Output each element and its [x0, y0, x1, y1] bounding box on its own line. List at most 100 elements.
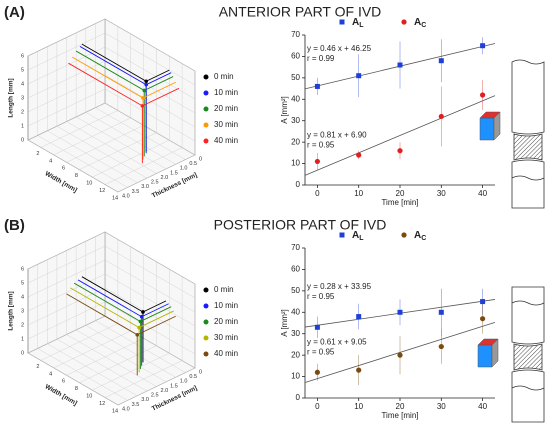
point: [397, 148, 403, 154]
legend-marker: [203, 287, 209, 293]
z-tick-label: 5: [21, 280, 24, 286]
spine-diagram: [511, 59, 545, 209]
fit-r: r = 0.95: [307, 292, 335, 301]
panel-label: (B): [4, 217, 25, 234]
legend-subscript: C: [421, 22, 426, 29]
y-tick-label: 10: [291, 159, 300, 168]
point: [480, 43, 486, 49]
fit-equation: y = 0.46 x + 46.25: [307, 44, 372, 53]
y-tick-label: 10: [291, 372, 300, 381]
cube-icon: [479, 111, 501, 141]
point: [356, 73, 362, 79]
panel-label: (A): [4, 4, 25, 21]
projection-line: [75, 50, 145, 91]
legend-label: AL: [352, 230, 364, 242]
y-tick-label: 0: [296, 393, 301, 402]
point: [144, 82, 148, 87]
grid-line: [56, 42, 148, 179]
x-tick-label: 10: [354, 189, 363, 198]
z-tick-label: 0: [21, 137, 24, 143]
projection-line: [68, 62, 143, 107]
point: [397, 352, 403, 358]
x-tick-label: 10: [86, 394, 92, 400]
y-tick-label: 60: [291, 265, 300, 274]
point: [438, 309, 444, 315]
projection-line: [141, 303, 169, 318]
legend-marker: [401, 232, 407, 238]
z-axis-label: Length [mm]: [8, 291, 15, 330]
z-axis-label: Length [mm]: [8, 78, 15, 117]
point: [480, 92, 486, 98]
legend-marker: [203, 74, 209, 80]
point: [438, 58, 444, 64]
legend-marker: [203, 335, 209, 341]
legend-label: AC: [414, 17, 426, 29]
y-tick-label: 0.5: [189, 161, 197, 167]
y-tick-label: 2.0: [161, 175, 169, 181]
z-tick-label: 5: [21, 67, 24, 73]
y-tick-label: 30: [291, 329, 300, 338]
x-axis-label: Width [mm]: [44, 170, 78, 194]
point: [480, 316, 486, 322]
y-tick-label: 50: [291, 286, 300, 295]
legend-name: A: [414, 17, 421, 28]
y-axis-label: A [mm²]: [280, 96, 289, 124]
point: [314, 83, 320, 89]
fit-equation: y = 0.28 x + 33.95: [307, 282, 372, 291]
projection-line: [72, 56, 144, 99]
x-tick-label: 10: [354, 402, 363, 411]
point: [356, 152, 362, 158]
z-tick-label: 2: [21, 322, 24, 328]
y-tick-label: 2.5: [151, 180, 159, 186]
y-tick-label: 4.0: [122, 193, 130, 199]
grid-line: [95, 236, 186, 373]
y-tick-label: 70: [291, 30, 300, 39]
z-tick-label: 3: [21, 308, 24, 314]
y-tick-label: 0.5: [189, 374, 197, 380]
legend-marker: [203, 138, 209, 144]
point: [314, 324, 320, 330]
y-tick-label: 20: [291, 350, 300, 359]
legend-label: 20 min: [214, 104, 238, 113]
cube-icon: [477, 338, 499, 368]
fit-r: r = 0.95: [307, 141, 335, 150]
grid-line: [47, 259, 138, 396]
point: [314, 369, 320, 375]
z-tick-label: 6: [21, 266, 24, 272]
spine-diagram: [511, 286, 545, 423]
projection-line: [145, 72, 172, 86]
projection-line: [66, 293, 138, 336]
x-tick-label: 4: [49, 371, 52, 377]
x-tick-label: 30: [437, 402, 446, 411]
point: [480, 299, 486, 305]
x-tick-label: 14: [112, 408, 118, 414]
point: [314, 158, 320, 165]
point: [356, 314, 362, 320]
point: [356, 367, 362, 373]
legend-subscript: L: [359, 22, 364, 29]
grid-line: [75, 245, 167, 383]
point: [397, 309, 403, 315]
legend-label: 0 min: [214, 72, 234, 81]
y-tick-label: 1.0: [180, 379, 188, 385]
point: [138, 319, 143, 324]
legend-label: AL: [352, 17, 364, 29]
legend-marker: [203, 319, 209, 325]
legend-label: 30 min: [214, 333, 238, 342]
x-tick-label: 8: [75, 173, 78, 179]
projection-line: [70, 287, 140, 328]
point: [140, 104, 145, 108]
legend-subscript: C: [421, 235, 426, 242]
y-tick-label: 1.5: [170, 383, 178, 389]
y-tick-label: 2.5: [151, 393, 159, 399]
legend-label: 40 min: [214, 349, 238, 358]
y-axis-label: A [mm²]: [280, 309, 289, 337]
projection-line: [138, 310, 174, 328]
z-tick-label: 0: [21, 350, 24, 356]
projection-line: [142, 81, 176, 99]
y-tick-label: 3.5: [132, 402, 140, 408]
point: [142, 88, 147, 93]
legend-marker: [203, 303, 209, 309]
z-tick-label: 1: [21, 336, 24, 342]
x-tick-label: 6: [62, 166, 65, 172]
